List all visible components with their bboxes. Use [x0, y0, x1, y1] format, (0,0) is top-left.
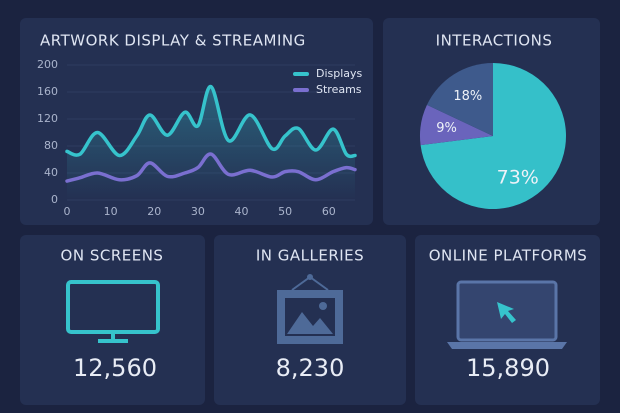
laptop-icon — [447, 280, 567, 349]
series-line — [65, 152, 357, 183]
chart-title: ARTWORK DISPLAY & STREAMING — [40, 32, 306, 50]
pie-slice — [426, 63, 493, 136]
monitor-icon — [66, 280, 160, 343]
card-title: IN GALLERIES — [256, 247, 364, 265]
x-tick-label: 60 — [322, 205, 336, 218]
picture-icon — [277, 274, 343, 344]
legend-label: Displays — [316, 67, 363, 80]
slice-label: 18% — [453, 89, 482, 104]
y-tick-label: 160 — [37, 85, 58, 98]
series-line — [65, 84, 357, 159]
y-tick-label: 40 — [44, 166, 58, 179]
slice-label: 9% — [436, 121, 457, 136]
x-tick-label: 20 — [147, 205, 161, 218]
x-tick-label: 30 — [191, 205, 205, 218]
y-tick-label: 80 — [44, 139, 58, 152]
pie-slice — [420, 63, 566, 210]
x-tick-label: 40 — [235, 205, 249, 218]
card-value: 12,560 — [73, 354, 157, 382]
panel — [20, 235, 205, 405]
x-tick-label: 0 — [64, 205, 71, 218]
card-title: ONLINE PLATFORMS — [429, 247, 588, 265]
y-tick-label: 120 — [37, 112, 58, 125]
chart-title: INTERACTIONS — [436, 32, 553, 50]
pie-slice — [420, 104, 493, 146]
y-tick-label: 200 — [37, 58, 58, 71]
x-tick-label: 10 — [104, 205, 118, 218]
card-value: 15,890 — [466, 354, 550, 382]
y-tick-label: 0 — [51, 193, 58, 206]
slice-label: 73% — [497, 166, 539, 188]
legend-label: Streams — [316, 83, 362, 96]
x-tick-label: 50 — [278, 205, 292, 218]
card-title: ON SCREENS — [61, 247, 164, 265]
card-value: 8,230 — [276, 354, 345, 382]
